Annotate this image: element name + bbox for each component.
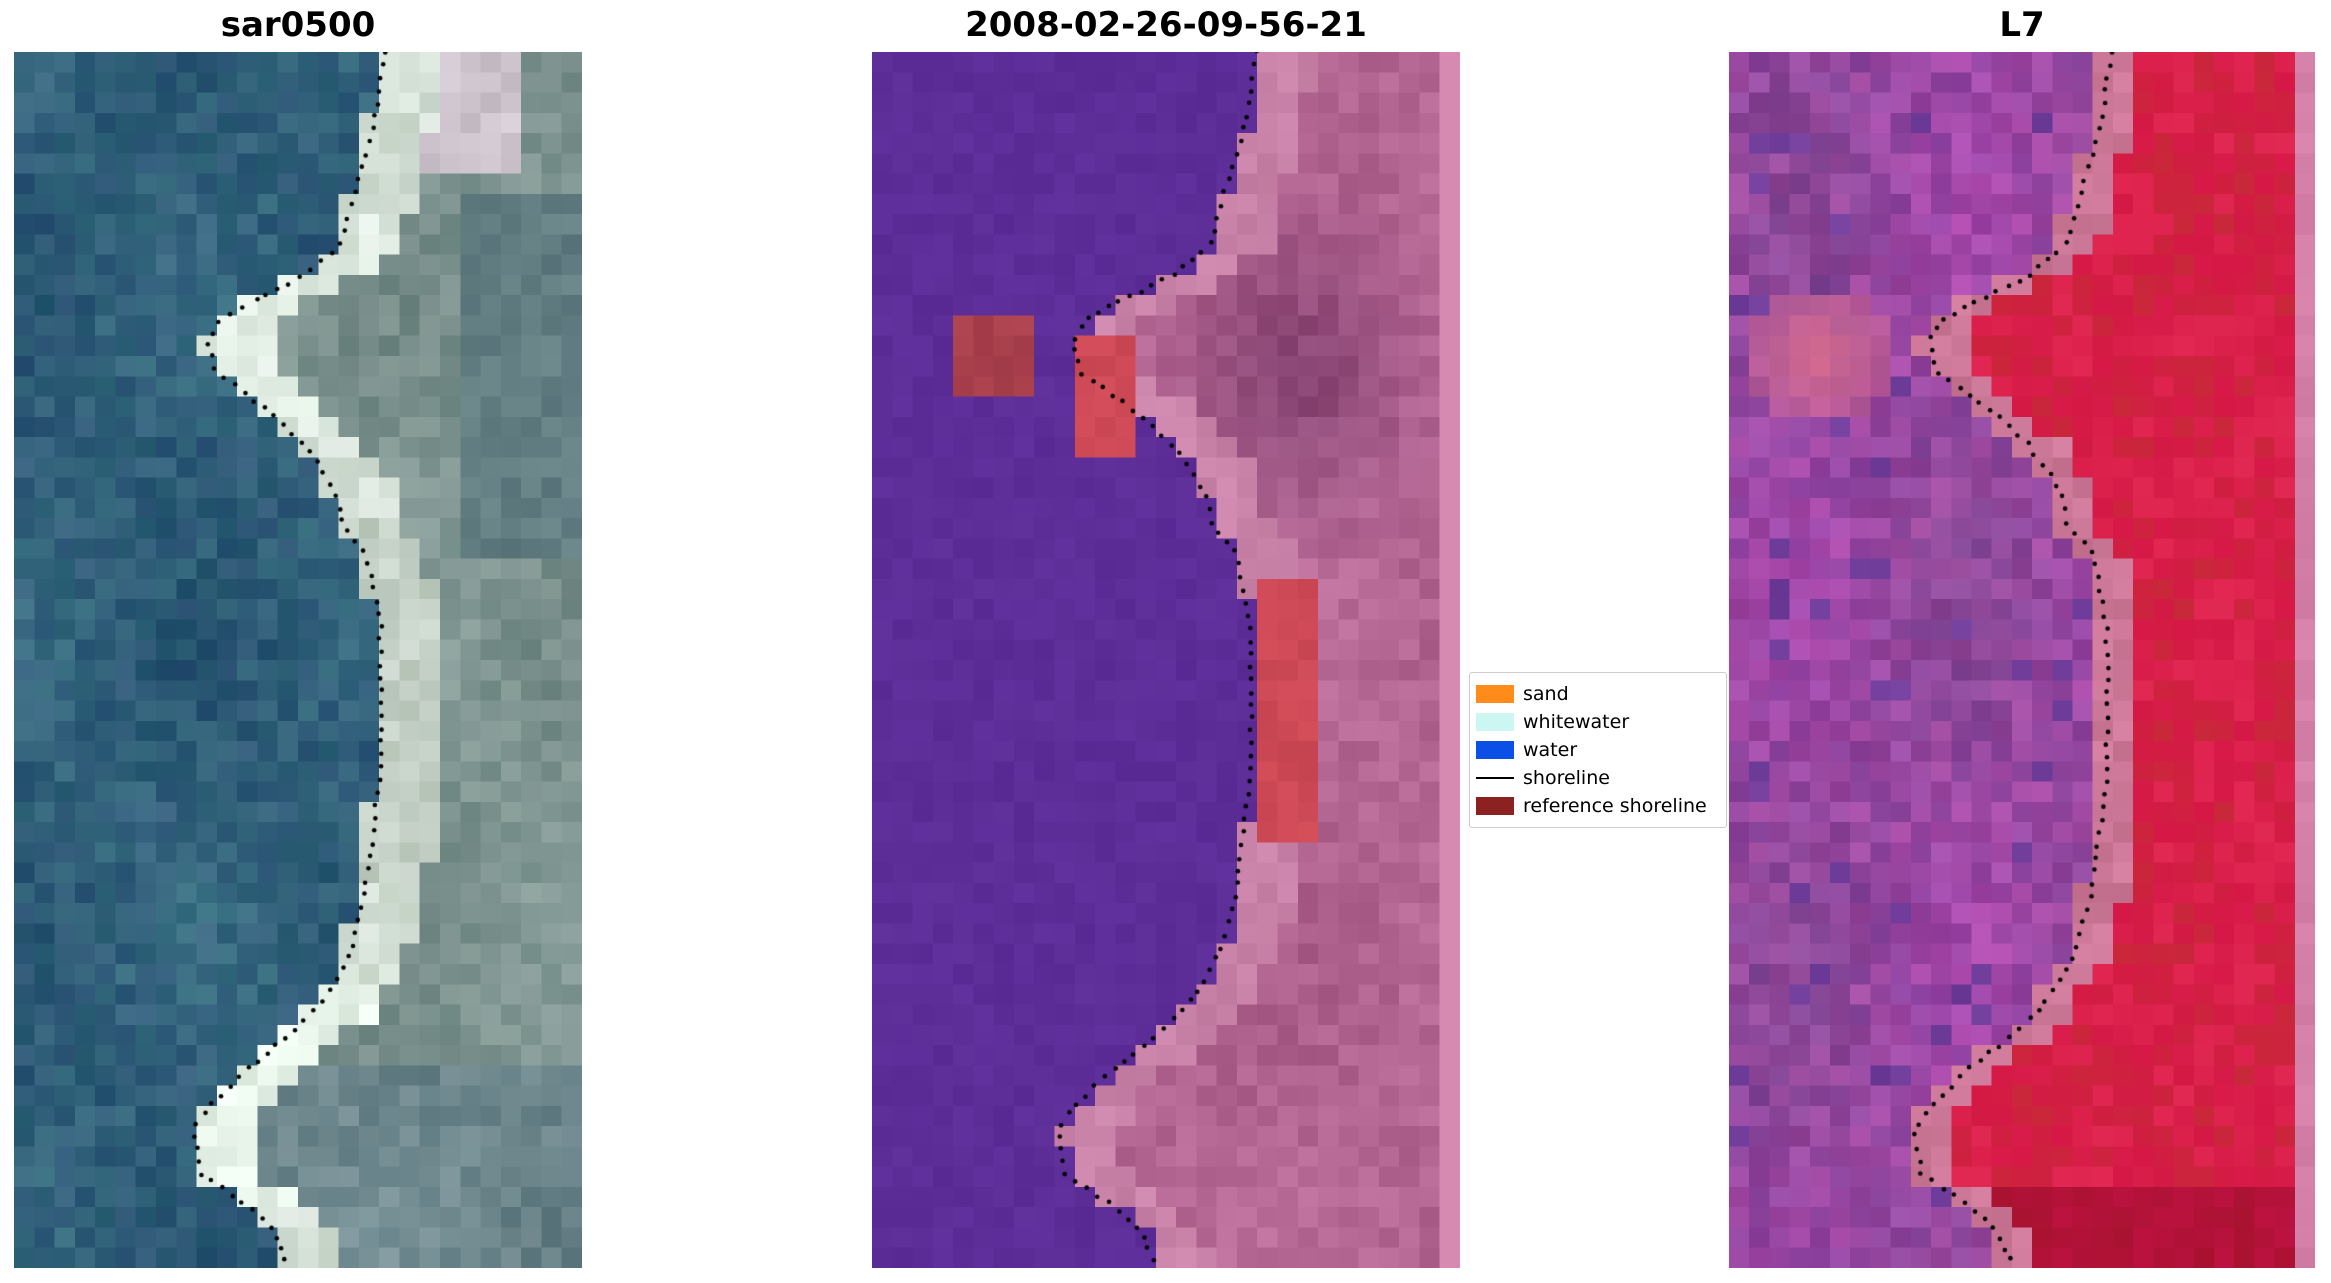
legend-item-label: whitewater [1523,711,1630,733]
legend-item: whitewater [1476,708,1720,736]
panel-classified-image: 2008-02-26-09-56-21 [872,5,1460,1268]
legend-color-swatch [1476,741,1514,759]
legend-item: water [1476,736,1720,764]
legend-item: reference shoreline [1476,792,1720,820]
legend-item-label: sand [1523,683,1569,705]
legend-line-swatch [1476,769,1514,787]
panel-sar: sar0500 [14,5,582,1268]
shoreline-dots-canvas [14,52,582,1268]
legend-color-swatch [1476,797,1514,815]
legend-item: shoreline [1476,764,1720,792]
panel-title: 2008-02-26-09-56-21 [965,5,1367,45]
shoreline-dots-canvas [1729,52,2315,1268]
shoreline-dots-canvas [872,52,1460,1268]
legend-line [1476,776,1514,780]
panel-l7: L7 [1729,5,2315,1268]
panel-title: L7 [1999,5,2045,45]
legend-item-label: water [1523,739,1578,761]
legend-item-label: reference shoreline [1523,795,1707,817]
legend-color-swatch [1476,685,1514,703]
panel-title: sar0500 [220,5,376,45]
legend-item: sand [1476,680,1720,708]
legend-color-swatch [1476,713,1514,731]
legend: sand whitewater water shoreline reference sh… [1469,672,1727,828]
legend-item-label: shoreline [1523,767,1610,789]
